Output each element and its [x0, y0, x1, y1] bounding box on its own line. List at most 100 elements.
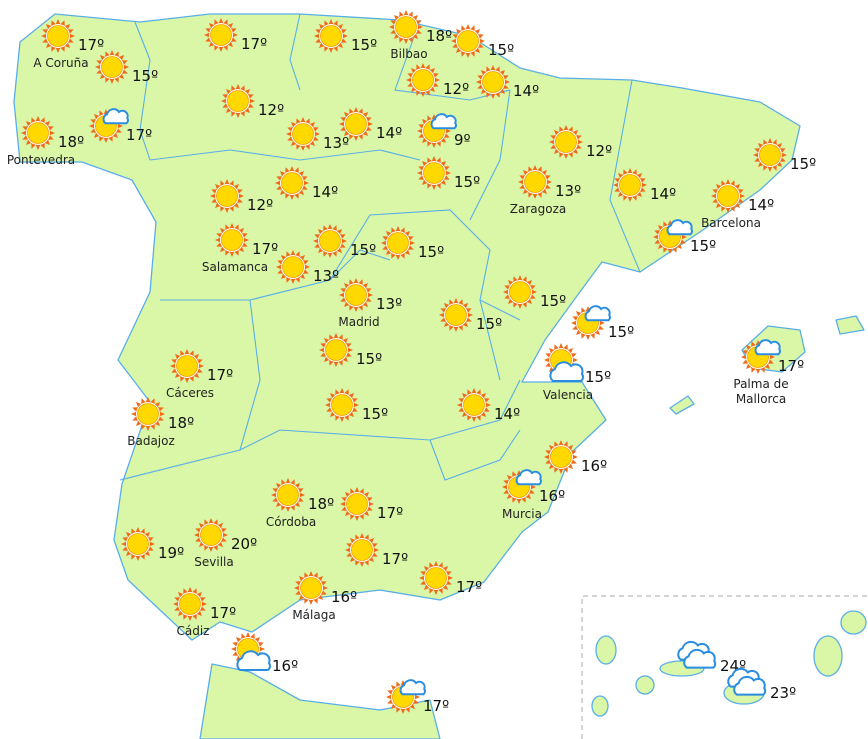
sun-icon	[544, 440, 578, 474]
temperature-label: 15º	[454, 173, 480, 191]
temperature-label: 23º	[770, 684, 796, 702]
temperature-label: 15º	[418, 243, 444, 261]
sun-icon	[457, 388, 491, 422]
canary-island	[813, 635, 843, 677]
sun-icon	[417, 156, 451, 190]
sun-icon	[613, 168, 647, 202]
sun-core	[619, 174, 641, 196]
cloud-shape	[584, 305, 611, 322]
sun-icon	[204, 18, 238, 52]
sun-core	[292, 123, 314, 145]
region-border	[239, 299, 521, 452]
temperature-label: 15º	[362, 405, 388, 423]
weather-marker: 18º Pontevedra	[7, 116, 84, 167]
region-border	[160, 209, 521, 321]
sun-icon	[294, 571, 328, 605]
weather-marker: 17º	[419, 561, 482, 596]
weather-marker: 15º	[571, 305, 634, 341]
weather-marker: 18º Córdoba	[266, 478, 334, 529]
city-label: Mallorca	[736, 392, 786, 406]
sun-cloud-icon	[502, 469, 542, 504]
cloud-shape	[236, 650, 271, 671]
weather-marker: 12º	[406, 63, 469, 98]
temperature-label: 19º	[158, 544, 184, 562]
temperature-label: 17º	[252, 240, 278, 258]
canary-island	[591, 695, 609, 717]
weather-marker: 14º	[275, 166, 338, 201]
land-layer	[13, 13, 868, 739]
temperature-label: 18º	[168, 414, 194, 432]
city-label: Valencia	[543, 388, 593, 402]
sun-icon	[170, 349, 204, 383]
sun-core	[482, 71, 504, 93]
sun-core	[457, 30, 479, 52]
sun-core	[282, 256, 304, 278]
weather-marker: 17º	[204, 18, 267, 53]
sun-icon	[406, 63, 440, 97]
temperature-label: 15º	[488, 41, 514, 59]
weather-marker: 15º	[503, 275, 566, 310]
temperature-label: 15º	[540, 292, 566, 310]
sun-core	[759, 144, 781, 166]
sun-icon	[711, 179, 745, 213]
weather-marker: 12º	[210, 179, 273, 214]
temperature-label: 12º	[247, 196, 273, 214]
sun-core	[216, 185, 238, 207]
canary-island	[635, 675, 655, 695]
sun-core	[395, 16, 417, 38]
cloud-shape	[683, 648, 717, 669]
weather-marker: 17º	[340, 487, 403, 522]
weather-marker: 15º	[439, 298, 502, 333]
city-label: Badajoz	[127, 434, 175, 448]
sun-icon	[194, 518, 228, 552]
sun-core	[281, 172, 303, 194]
weather-marker: 15º	[653, 219, 716, 255]
menorca-island	[835, 315, 865, 335]
weather-marker: 16º Murcia	[502, 469, 565, 521]
sun-icon	[476, 65, 510, 99]
temperature-label: 15º	[585, 368, 611, 386]
sun-core	[47, 25, 69, 47]
temperature-label: 15º	[132, 67, 158, 85]
sun-core	[221, 229, 243, 251]
cloud-sun-icon	[544, 343, 584, 382]
temperature-label: 17º	[377, 504, 403, 522]
city-label: Zaragoza	[510, 202, 566, 216]
region-border	[429, 429, 521, 481]
temperature-label: 18º	[58, 133, 84, 151]
sun-icon	[95, 50, 129, 84]
canary-island	[840, 610, 867, 635]
sun-icon	[313, 224, 347, 258]
weather-marker: 12º	[221, 84, 284, 119]
sun-icon	[439, 298, 473, 332]
sun-icon	[339, 278, 373, 312]
sun-icon	[271, 478, 305, 512]
sun-icon	[276, 250, 310, 284]
city-label: Cádiz	[177, 624, 210, 638]
sun-core	[319, 230, 341, 252]
sun-cloud-icon	[571, 305, 611, 340]
city-label: Pontevedra	[7, 153, 75, 167]
sun-icon	[381, 226, 415, 260]
canary-island	[595, 635, 617, 665]
temperature-label: 15º	[351, 36, 377, 54]
weather-marker: 24º	[677, 640, 746, 675]
weather-marker: 18º Badajoz	[127, 397, 194, 448]
sun-icon	[325, 388, 359, 422]
city-label: A Coruña	[33, 56, 88, 70]
sun-icon	[340, 487, 374, 521]
sun-icon	[419, 561, 453, 595]
region-border	[469, 89, 511, 221]
city-label: Bilbao	[390, 47, 427, 61]
temperature-label: 12º	[443, 80, 469, 98]
weather-marker: 23º	[727, 667, 796, 702]
weather-marker: 16º Málaga	[292, 571, 357, 622]
cloud-shape	[754, 339, 781, 356]
temperature-label: 16º	[581, 457, 607, 475]
weather-marker: 14º	[476, 65, 539, 100]
temperature-label: 16º	[539, 487, 565, 505]
